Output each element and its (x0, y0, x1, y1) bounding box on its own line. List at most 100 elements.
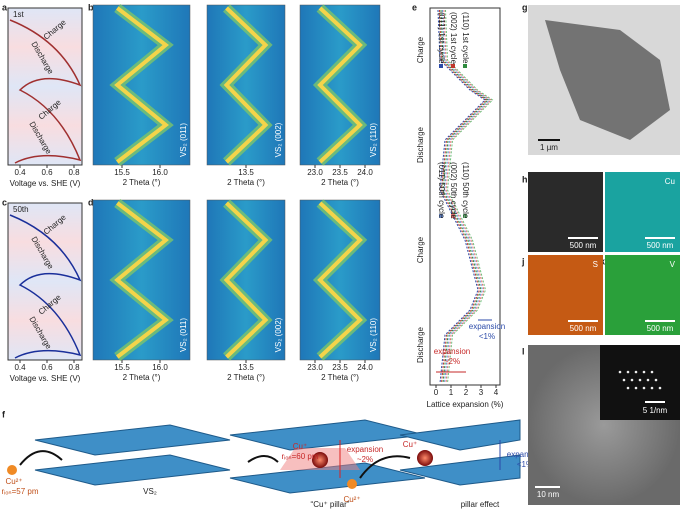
panel-letter: j (521, 256, 525, 266)
x-tick-label: 13.5 (238, 363, 254, 372)
x-axis-label: 2 Theta (°) (321, 178, 359, 187)
x-tick-label: 16.0 (152, 363, 168, 372)
expansion-curve (437, 9, 486, 384)
x-axis-label: Voltage vs. SHE (V) (10, 374, 81, 383)
x-tick-label: 0.6 (41, 168, 53, 177)
x-axis-label: 2 Theta (°) (227, 373, 265, 382)
annotation: expansion (434, 347, 470, 356)
diffraction-spot (626, 386, 630, 390)
legend-entry: (110) 1st cycle (461, 12, 470, 64)
x-tick-label: 24.0 (357, 363, 373, 372)
schematic-label: Cu⁺ (403, 440, 417, 449)
heatmap-band (114, 6, 169, 164)
x-axis-label: 2 Theta (°) (227, 178, 265, 187)
schematic-label: rᵢₒₙ=57 pm (1, 487, 38, 496)
map-label: VS₂ (002) (274, 317, 283, 352)
x-tick-label: 15.5 (114, 168, 130, 177)
x-tick-label: 23.5 (332, 168, 348, 177)
x-tick-label: 4 (494, 388, 499, 397)
diffraction-spot (650, 386, 654, 390)
diffraction-spot (654, 378, 658, 382)
schematic-label: expansion (507, 450, 543, 459)
legend-entry: (002) 50th cycle (449, 162, 458, 219)
legend-swatch (463, 64, 467, 68)
panel-letter: e (412, 2, 417, 12)
x-tick-label: 0.8 (68, 168, 80, 177)
map-label: VS₂ (011) (179, 318, 188, 352)
schematic-label: VS₂ (143, 487, 157, 496)
heatmap-band (317, 6, 363, 164)
y-label: Charge (416, 236, 425, 263)
plot-area (429, 7, 501, 386)
panel-letter: f (2, 409, 6, 419)
heatmap-band (114, 201, 169, 359)
scale-text: 500 nm (647, 241, 674, 250)
cycle-label: 50th (13, 205, 29, 214)
schematic-label: Cu²⁺ (5, 477, 22, 486)
map-label: VS₂ (110) (369, 318, 378, 352)
legend-swatch (439, 64, 443, 68)
x-tick-label: 0.4 (14, 168, 26, 177)
element-label: S (593, 260, 598, 269)
heatmap-band (317, 201, 363, 359)
heatmap-band (223, 6, 269, 164)
schematic-label: <1% (517, 460, 533, 469)
schematic-label: expansion (347, 445, 383, 454)
map-label: VS₂ (011) (179, 123, 188, 157)
annotation: ~2% (444, 357, 460, 366)
diffraction-spot (622, 378, 626, 382)
x-tick-label: 13.5 (238, 168, 254, 177)
element-label: Cu (665, 177, 675, 186)
diffraction-spot (634, 370, 638, 374)
scale-text: 1 µm (540, 143, 558, 152)
y-label: Discharge (416, 326, 425, 363)
x-axis-label: 2 Theta (°) (123, 178, 161, 187)
x-tick-label: 2 (464, 388, 469, 397)
expansion-curve (439, 9, 488, 384)
x-axis-label: 2 Theta (°) (321, 373, 359, 382)
legend-swatch (451, 214, 455, 218)
x-tick-label: 0.8 (68, 363, 80, 372)
expansion-curve (440, 9, 489, 384)
y-label: Discharge (416, 126, 425, 163)
schematic-label: rᵢₒₙ=60 pm (281, 452, 318, 461)
diffraction-spot (646, 378, 650, 382)
panel-letter: g (522, 2, 528, 12)
diffraction-spot (642, 370, 646, 374)
voltage-curve (9, 214, 82, 359)
diffraction-spot (630, 378, 634, 382)
diffraction-spot (658, 386, 662, 390)
annotation: <1% (479, 332, 495, 341)
legend-swatch (439, 214, 443, 218)
eds-map (528, 172, 603, 252)
diffraction-spot (638, 378, 642, 382)
cycle-label: 1st (13, 10, 24, 19)
x-tick-label: 23.0 (307, 363, 323, 372)
expansion-curve (442, 9, 491, 384)
schematic-label: Cu²⁺ (343, 495, 360, 504)
scale-text: 500 nm (647, 324, 674, 333)
expansion-curve (445, 9, 494, 384)
scale-text: 5 1/nm (643, 406, 668, 415)
panel-letter: c (2, 197, 7, 207)
panel-letter: l (522, 346, 525, 356)
x-tick-label: 0 (434, 388, 439, 397)
panel-letter: a (2, 2, 8, 12)
voltage-curve (9, 19, 82, 164)
panel-letter: d (88, 197, 94, 207)
panel-letter: h (522, 174, 528, 184)
legend-entry: (011) 1st cycle (437, 12, 446, 64)
scale-text: 500 nm (570, 241, 597, 250)
x-tick-label: 24.0 (357, 168, 373, 177)
x-axis-label: Lattice expansion (%) (427, 400, 504, 409)
x-axis-label: Voltage vs. SHE (V) (10, 179, 81, 188)
diffraction-spot (626, 370, 630, 374)
fft-inset (600, 345, 680, 420)
schematic (7, 419, 521, 494)
x-tick-label: 15.5 (114, 363, 130, 372)
schematic-label: pillar effect (461, 500, 500, 509)
diffraction-spot (618, 370, 622, 374)
schematic-label: “Cu⁺ pillar” (311, 500, 350, 509)
x-tick-label: 0.4 (14, 363, 26, 372)
x-tick-label: 23.5 (332, 363, 348, 372)
